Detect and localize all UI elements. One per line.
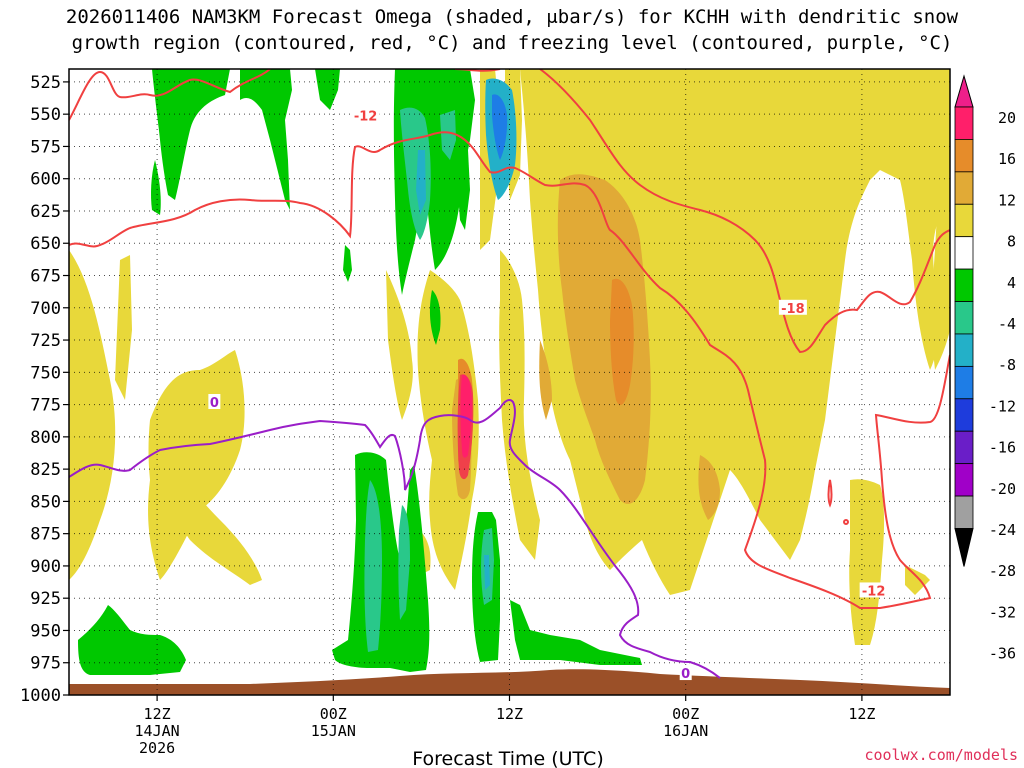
colorbar-label: -12 [989,397,1016,415]
colorbar-label: 4 [1007,274,1016,292]
chart-title-line-1: 2026011406 NAM3KM Forecast Omega (shaded… [65,6,959,28]
x-tick-label: 15JAN [311,722,356,740]
colorbar-label: -20 [989,480,1016,498]
colorbar-swatch [954,398,974,432]
colorbar-bottom-arrow [954,527,974,567]
y-tick-label: 550 [30,105,61,125]
colorbar-swatch [954,463,974,497]
colorbar-label: -8 [998,356,1016,374]
x-tick-label: 00Z [320,705,347,723]
colorbar: 20 16 12 8 4 -4 -8 -12 -16 -20 -24 -28 -32 -36 [954,74,1016,663]
y-tick-label: 825 [30,460,61,480]
x-tick-label: 12Z [848,705,875,723]
colorbar-swatch [954,171,974,205]
colorbar-label: -36 [989,645,1016,663]
contour-label-bg [208,394,221,410]
contour-label: -12 [354,109,378,124]
y-tick-label: 875 [30,525,61,545]
colorbar-label: 8 [1007,233,1016,251]
terrain-fill [69,669,950,695]
colorbar-swatch [954,268,974,302]
colorbar-swatch [954,333,974,367]
colorbar-label: -28 [989,562,1016,580]
x-tick-label: 16JAN [663,722,708,740]
y-tick-label: 925 [30,589,61,609]
y-tick-label: 850 [30,492,61,512]
y-tick-label: 900 [30,557,61,577]
contour-minus12-blobs [827,479,849,525]
colorbar-label: -24 [989,521,1016,539]
contour-label-bg [778,299,807,315]
contour-labels: -12 -18 -12 0 0 [208,107,888,682]
y-tick-label: 700 [30,299,61,319]
colorbar-swatch [954,139,974,173]
colorbar-swatch [954,236,974,270]
y-axis: 525 550 575 600 625 650 675 700 725 750 775 800 825 8… [20,73,69,706]
contour-label: 0 [681,667,690,682]
colorbar-label: -4 [998,315,1016,333]
contour-minus18-upper [69,69,271,121]
colorbar-swatch [954,203,974,238]
colorbar-swatch [954,430,974,465]
x-tick-label: 14JAN [135,722,180,740]
colorbar-label: -32 [989,603,1016,621]
contour-minus12-upper [69,131,950,609]
omega-shade-4-8 [69,69,950,645]
y-tick-label: 775 [30,396,61,416]
y-tick-label: 1000 [20,686,61,706]
y-tick-label: 800 [30,428,61,448]
y-tick-label: 750 [30,363,61,383]
x-axis-title: Forecast Time (UTC) [412,748,603,768]
colorbar-label: 12 [998,191,1016,209]
y-tick-label: 725 [30,331,61,351]
y-tick-label: 525 [30,73,61,93]
colorbar-top-arrow [954,74,974,108]
watermark: coolwx.com/models [864,746,1018,764]
omega-shade-minus16-minus20 [492,94,508,160]
colorbar-swatch [954,495,974,529]
grid [69,69,950,696]
contour-zero [69,399,721,679]
y-tick-label: 600 [30,170,61,190]
contour-label: -18 [781,302,805,317]
contour-label: -12 [862,584,886,599]
contours [69,69,950,679]
omega-shading [69,69,950,695]
y-tick-label: 650 [30,234,61,254]
colorbar-swatch [954,106,974,140]
contour-label: 0 [210,396,219,411]
y-tick-label: 575 [30,137,61,157]
contour-label-bg [351,107,380,123]
x-tick-label: 12Z [496,705,523,723]
contour-label-bg [859,582,888,598]
colorbar-label: 16 [998,150,1016,168]
y-tick-label: 675 [30,267,61,287]
colorbar-label: 20 [998,109,1016,127]
y-tick-label: 950 [30,621,61,641]
y-tick-label: 975 [30,654,61,674]
colorbar-swatch [954,301,974,335]
y-tick-label: 625 [30,202,61,222]
chart-title-line-2: growth region (contoured, red, °C) and f… [71,32,953,54]
x-tick-label: 12Z [144,705,171,723]
colorbar-label: -16 [989,439,1016,457]
x-tick-label: 00Z [672,705,699,723]
contour-label-bg [679,665,692,681]
colorbar-swatch [954,365,974,400]
x-tick-label: 2026 [139,739,175,757]
